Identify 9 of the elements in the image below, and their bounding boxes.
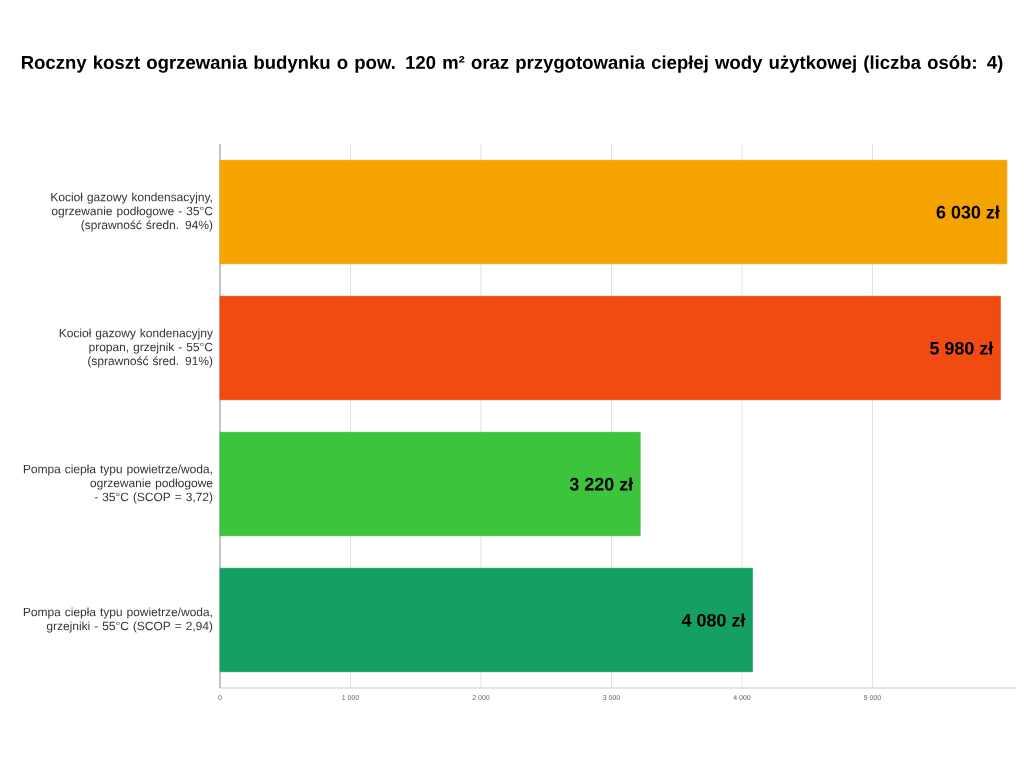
bar [219,159,1008,265]
bar [219,431,641,537]
bar [219,295,1001,401]
data-label: 6 030 zł [936,205,1000,219]
bar [219,567,753,673]
data-label: 3 220 zł [569,477,633,491]
data-label: 4 080 zł [681,613,746,627]
data-label: 5 980 zł [930,341,994,355]
chart-title: Roczny koszt ogrzewania budynku o pow. 120 m² oraz przygotowania ciepłej wody użytkowej (liczba osób: 4) [21,55,1003,73]
